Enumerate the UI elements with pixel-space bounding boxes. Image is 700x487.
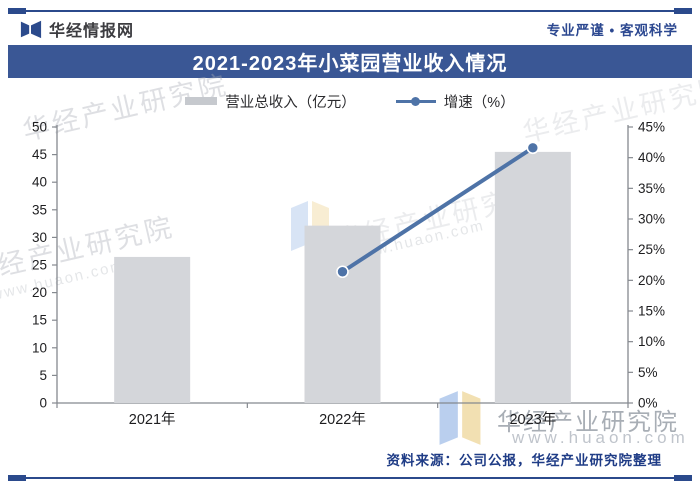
left-axis-label: 40: [32, 175, 47, 190]
bar-2021年: [114, 256, 191, 403]
right-axis-label: 45%: [638, 120, 665, 135]
growth-point: [336, 265, 349, 279]
right-axis-label: 15%: [638, 304, 665, 319]
bar-series-swatch: [185, 97, 218, 105]
right-axis-label: 40%: [638, 150, 665, 165]
x-axis-label: 2021年: [129, 411, 176, 428]
right-axis-label: 35%: [638, 181, 665, 196]
brand-name: 华经情报网: [49, 23, 135, 40]
right-axis-label: 10%: [638, 334, 665, 349]
legend-item-revenue: 营业总收入（亿元）: [185, 91, 356, 112]
growth-line: [340, 145, 535, 274]
header-slogan: 专业严谨 • 客观科学: [546, 23, 678, 38]
top-rule-left-cap: [8, 8, 26, 14]
bottom-rule: [8, 477, 692, 479]
bar-2023年: [494, 151, 571, 403]
right-axis-label: 30%: [638, 212, 665, 227]
right-axis-label: 0%: [638, 396, 658, 411]
top-rule-right-cap: [674, 8, 692, 14]
left-axis-label: 45: [32, 147, 47, 162]
brand: 华经情报网: [20, 17, 134, 41]
left-axis-label: 35: [32, 202, 47, 217]
chart-legend: 营业总收入（亿元） 增速（%）: [0, 90, 700, 112]
right-axis-label: 5%: [638, 365, 658, 380]
header: 华经情报网 专业严谨 • 客观科学: [8, 14, 692, 44]
left-axis-label: 50: [32, 120, 47, 135]
right-axis-label: 25%: [638, 242, 665, 257]
growth-point: [526, 141, 540, 155]
left-axis-label: 30: [32, 230, 47, 245]
right-axis-label: 20%: [638, 273, 665, 288]
line-series-swatch: [395, 96, 436, 106]
legend-label: 营业总收入（亿元）: [225, 94, 356, 111]
left-axis-label: 10: [32, 340, 47, 355]
chart-title: 2021-2023年小菜园营业收入情况: [192, 53, 508, 75]
x-axis-label: 2023年: [509, 411, 556, 428]
left-axis-label: 0: [39, 396, 47, 411]
huajing-logo-icon: [20, 20, 42, 39]
x-axis-label: 2022年: [319, 411, 366, 428]
left-axis-label: 25: [32, 258, 47, 273]
left-axis-label: 5: [39, 368, 47, 383]
left-axis-label: 20: [32, 285, 47, 300]
title-bar: 2021-2023年小菜园营业收入情况: [8, 45, 692, 78]
left-axis-label: 15: [32, 313, 47, 328]
bottom-rule-left-cap: [8, 475, 26, 481]
legend-item-growth: 增速（%）: [395, 91, 515, 112]
source-note: 资料来源：公司公报，华经产业研究院整理: [386, 453, 662, 468]
top-rule: [8, 10, 692, 12]
legend-label: 增速（%）: [443, 94, 515, 111]
bottom-rule-right-cap: [674, 475, 692, 481]
